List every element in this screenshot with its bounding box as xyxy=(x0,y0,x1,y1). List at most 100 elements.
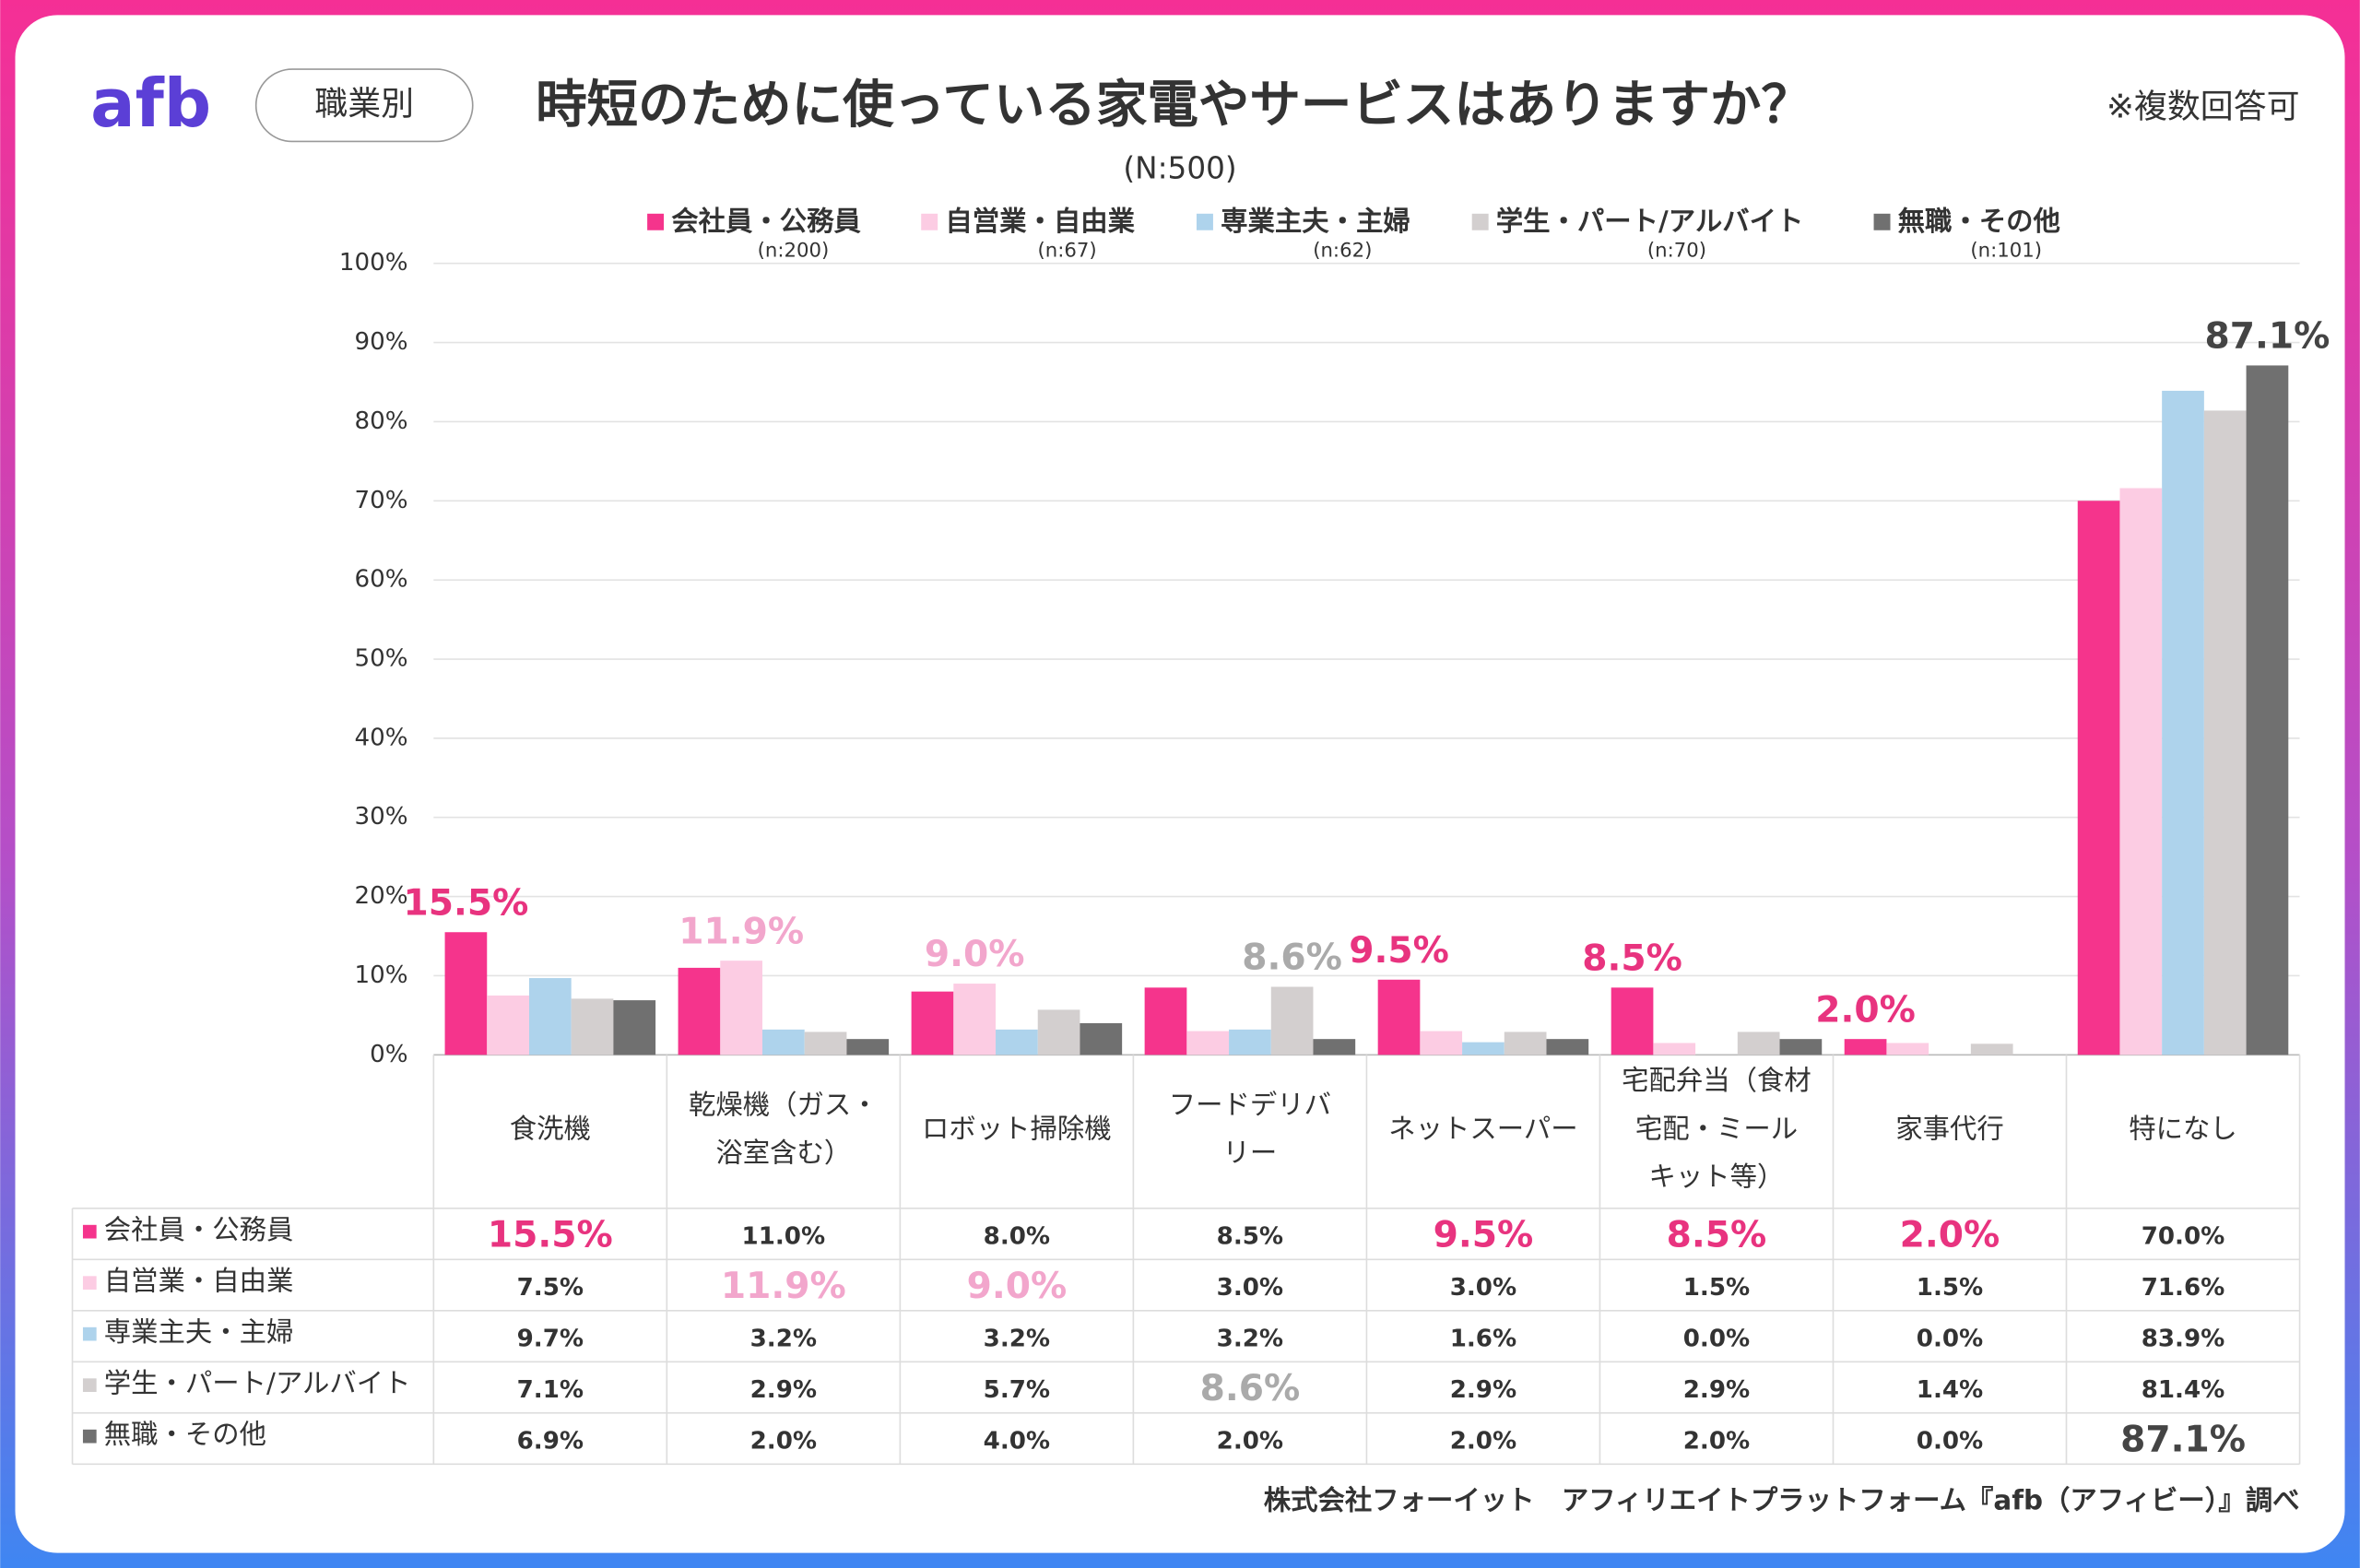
x-tick-label: 乾燥機（ガス・ xyxy=(689,1089,879,1120)
tag: 職業別 xyxy=(314,85,414,123)
card xyxy=(15,15,2345,1553)
data-label: 8.6% xyxy=(1242,937,1342,979)
y-tick-label: 70% xyxy=(355,487,408,514)
table-cell: 1.6% xyxy=(1450,1325,1516,1352)
tag-box xyxy=(254,68,474,143)
legend-swatch xyxy=(1471,213,1489,230)
y-tick-label: 90% xyxy=(355,328,408,356)
y-tick-label: 80% xyxy=(355,407,408,435)
legend-label: 専業主夫・主婦 xyxy=(1221,206,1410,237)
row-swatch xyxy=(82,1378,97,1393)
y-tick-label: 10% xyxy=(355,961,408,989)
table-cell: 1.5% xyxy=(1683,1274,1750,1302)
legend-label: 自営業・自由業 xyxy=(945,206,1135,237)
y-tick-label: 100% xyxy=(339,249,408,277)
legend-label: 学生・パート/アルバイト xyxy=(1496,206,1804,237)
data-label: 9.0% xyxy=(925,934,1025,975)
x-tick-label: 特になし xyxy=(2129,1113,2237,1144)
row-swatch xyxy=(82,1429,97,1444)
table-cell: 11.0% xyxy=(742,1222,826,1250)
bar xyxy=(1886,1043,1929,1055)
table-cell: 1.4% xyxy=(1917,1376,1983,1404)
table-cell: 8.0% xyxy=(984,1222,1050,1250)
y-tick-label: 50% xyxy=(355,645,408,673)
table-cell: 4.0% xyxy=(984,1427,1050,1455)
row-label: 会社員・公務員 xyxy=(104,1214,294,1245)
row-label: 無職・その他 xyxy=(104,1419,266,1450)
table-cell: 8.5% xyxy=(1667,1214,1767,1256)
bar xyxy=(1080,1022,1123,1055)
bar xyxy=(2203,410,2247,1055)
table-cell: 7.1% xyxy=(517,1376,584,1404)
bar xyxy=(1270,986,1314,1055)
table-cell: 2.0% xyxy=(750,1427,817,1455)
x-tick-label: 浴室含む） xyxy=(715,1138,851,1169)
legend-label: 会社員・公務員 xyxy=(671,206,861,237)
row-swatch xyxy=(82,1326,97,1341)
table-cell: 0.0% xyxy=(1917,1325,1983,1352)
table-cell: 5.7% xyxy=(984,1376,1050,1404)
table-cell: 81.4% xyxy=(2142,1376,2225,1404)
bar xyxy=(804,1032,847,1055)
row-label: 自営業・自由業 xyxy=(104,1265,294,1296)
table-cell: 83.9% xyxy=(2142,1325,2225,1352)
bar xyxy=(1144,987,1187,1055)
bar xyxy=(1844,1039,1887,1055)
row-label: 専業主夫・主婦 xyxy=(104,1316,294,1348)
x-tick-label: 食洗機 xyxy=(510,1113,591,1144)
table-cell: 0.0% xyxy=(1683,1325,1750,1352)
bar xyxy=(846,1039,890,1055)
row-label: 学生・パート/アルバイト xyxy=(104,1367,411,1398)
bar xyxy=(613,1000,656,1055)
table-cell: 1.5% xyxy=(1917,1274,1983,1302)
legend-n: (n:200) xyxy=(758,240,830,263)
bar xyxy=(996,1029,1038,1055)
x-tick-label: 宅配・ミール xyxy=(1635,1113,1798,1144)
x-tick-label: フードデリバ xyxy=(1169,1089,1331,1120)
table-cell: 9.5% xyxy=(1434,1214,1534,1256)
bar xyxy=(1970,1043,2013,1055)
bar xyxy=(761,1029,805,1055)
data-label: 9.5% xyxy=(1349,930,1449,972)
x-tick-label: リー xyxy=(1223,1138,1278,1169)
table-cell: 71.6% xyxy=(2142,1274,2225,1302)
y-tick-label: 60% xyxy=(355,566,408,594)
y-tick-label: 20% xyxy=(355,882,408,910)
table-cell: 87.1% xyxy=(2120,1419,2246,1460)
table-cell: 9.0% xyxy=(967,1266,1068,1307)
legend-n: (n:67) xyxy=(1037,240,1096,263)
legend-n: (n:62) xyxy=(1313,240,1372,263)
bar xyxy=(678,967,721,1055)
bar xyxy=(911,991,954,1055)
row-swatch xyxy=(82,1224,97,1239)
table-cell: 3.2% xyxy=(1217,1325,1283,1352)
x-tick-label: ロボット掃除機 xyxy=(922,1113,1112,1144)
bar xyxy=(2162,390,2204,1055)
legend-n: (n:101) xyxy=(1970,240,2042,263)
table-cell: 7.5% xyxy=(517,1274,584,1302)
bar xyxy=(953,984,997,1055)
legend-swatch xyxy=(647,213,665,230)
table-cell: 2.0% xyxy=(1217,1427,1283,1455)
table-cell: 9.7% xyxy=(517,1325,584,1352)
legend-swatch xyxy=(921,213,938,230)
bar xyxy=(1420,1031,1463,1055)
data-label: 15.5% xyxy=(403,882,528,924)
bar xyxy=(1546,1039,1589,1055)
table-cell: 11.9% xyxy=(721,1266,846,1307)
y-tick-label: 30% xyxy=(355,803,408,831)
bar xyxy=(1229,1029,1271,1055)
note: ※複数回答可 xyxy=(2106,88,2300,126)
table-cell: 15.5% xyxy=(488,1214,613,1256)
bar xyxy=(2077,501,2120,1055)
x-tick-label: ネットスーパー xyxy=(1388,1113,1577,1144)
bar xyxy=(2246,365,2289,1055)
y-tick-label: 0% xyxy=(370,1041,407,1068)
bar xyxy=(1653,1043,1696,1055)
legend-swatch xyxy=(1873,213,1891,230)
data-label: 11.9% xyxy=(678,911,804,952)
table-cell: 6.9% xyxy=(517,1427,584,1455)
footer: 株式会社フォーイット アフィリエイトプラットフォーム『afb（アフィビー）』調べ xyxy=(1264,1485,2300,1516)
